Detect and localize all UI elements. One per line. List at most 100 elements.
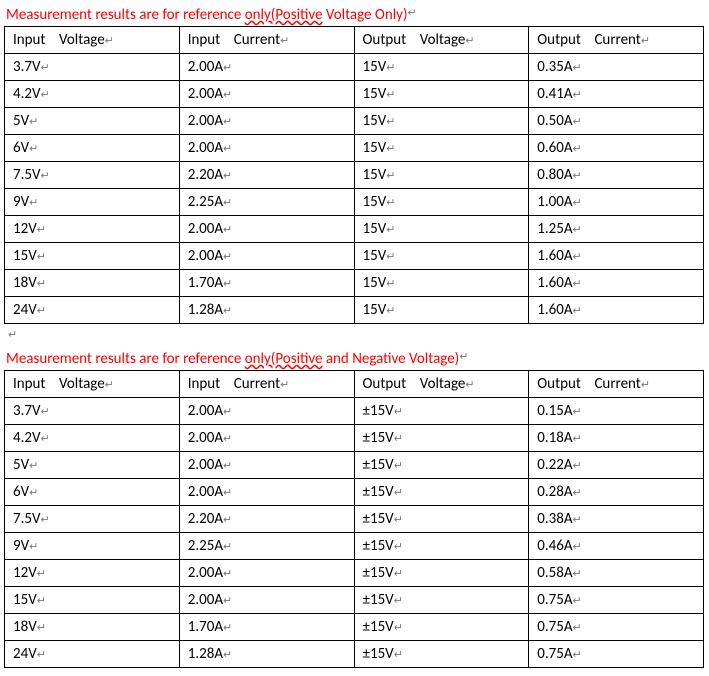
table-cell: 0.80A↵ xyxy=(529,162,704,189)
table-header-cell: Input Voltage↵ xyxy=(5,27,180,54)
table-cell: 15V↵ xyxy=(354,54,529,81)
cell-text: 15V xyxy=(363,220,387,238)
paragraph-mark-icon: ↵ xyxy=(573,142,582,155)
table-cell: 6V↵ xyxy=(5,135,180,162)
table-header-cell: Input Current↵ xyxy=(179,371,354,398)
table-header-cell: Input Voltage↵ xyxy=(5,371,180,398)
table-cell: 1.25A↵ xyxy=(529,216,704,243)
table-header-cell: Output Voltage↵ xyxy=(354,27,529,54)
paragraph-mark-icon: ↵ xyxy=(41,169,50,182)
table-cell: 15V↵ xyxy=(354,297,529,324)
paragraph-mark-icon: ↵ xyxy=(394,540,403,553)
cell-text: 2.00A xyxy=(188,112,223,130)
paragraph-mark-icon: ↵ xyxy=(573,250,582,263)
paragraph-mark-icon: ↵ xyxy=(394,459,403,472)
cell-text: Input Voltage xyxy=(13,31,105,49)
table-cell: 15V↵ xyxy=(354,243,529,270)
table-cell: 4.2V↵ xyxy=(5,425,180,452)
table-cell: 3.7V↵ xyxy=(5,54,180,81)
title-text: Measurement results are for reference xyxy=(6,350,245,368)
table-cell: 1.00A↵ xyxy=(529,189,704,216)
paragraph-mark-icon: ↵ xyxy=(280,34,289,47)
table-cell: 15V↵ xyxy=(5,587,180,614)
paragraph-mark-icon: ↵ xyxy=(29,459,38,472)
table-row: 18V↵1.70A↵15V↵1.60A↵ xyxy=(5,270,704,297)
table-row: 3.7V↵2.00A↵±15V↵0.15A↵ xyxy=(5,398,704,425)
table-cell: 0.58A↵ xyxy=(529,560,704,587)
table-cell: 3.7V↵ xyxy=(5,398,180,425)
paragraph-mark-icon: ↵ xyxy=(386,115,395,128)
table-cell: 15V↵ xyxy=(354,108,529,135)
cell-text: 9V xyxy=(13,537,29,555)
table-row: 5V↵2.00A↵±15V↵0.22A↵ xyxy=(5,452,704,479)
cell-text: 2.00A xyxy=(188,402,223,420)
cell-text: 1.70A xyxy=(188,618,223,636)
paragraph-spacer: ↵ xyxy=(8,328,705,346)
paragraph-mark-icon: ↵ xyxy=(394,648,403,661)
table-row: 24V↵1.28A↵±15V↵0.75A↵ xyxy=(5,641,704,668)
paragraph-mark-icon: ↵ xyxy=(465,378,474,391)
paragraph-mark-icon: ↵ xyxy=(41,88,50,101)
paragraph-mark-icon: ↵ xyxy=(573,115,582,128)
cell-text: 6V xyxy=(13,483,29,501)
table-cell: 2.20A↵ xyxy=(179,162,354,189)
cell-text: ±15V xyxy=(363,591,394,609)
cell-text: 1.60A xyxy=(537,301,572,319)
table-row: 12V↵2.00A↵±15V↵0.58A↵ xyxy=(5,560,704,587)
cell-text: 0.18A xyxy=(537,429,572,447)
paragraph-mark-icon: ↵ xyxy=(394,567,403,580)
cell-text: 2.00A xyxy=(188,483,223,501)
cell-text: 1.60A xyxy=(537,247,572,265)
paragraph-mark-icon: ↵ xyxy=(223,405,232,418)
cell-text: 4.2V xyxy=(13,85,41,103)
cell-text: ±15V xyxy=(363,456,394,474)
paragraph-mark-icon: ↵ xyxy=(223,250,232,263)
paragraph-mark-icon: ↵ xyxy=(573,594,582,607)
cell-text: 15V xyxy=(363,112,387,130)
cell-text: 0.46A xyxy=(537,537,572,555)
cell-text: 2.25A xyxy=(188,537,223,555)
paragraph-mark-icon: ↵ xyxy=(37,250,46,263)
cell-text: Input Voltage xyxy=(13,375,105,393)
table-cell: 9V↵ xyxy=(5,533,180,560)
table-cell: ±15V↵ xyxy=(354,479,529,506)
cell-text: 2.00A xyxy=(188,220,223,238)
table-row: 4.2V↵2.00A↵±15V↵0.18A↵ xyxy=(5,425,704,452)
table-positive-voltage: Input Voltage↵Input Current↵Output Volta… xyxy=(4,26,704,324)
cell-text: 0.75A xyxy=(537,618,572,636)
paragraph-mark-icon: ↵ xyxy=(223,540,232,553)
paragraph-mark-icon: ↵ xyxy=(223,486,232,499)
table-cell: 4.2V↵ xyxy=(5,81,180,108)
paragraph-mark-icon: ↵ xyxy=(573,61,582,74)
table-cell: 0.60A↵ xyxy=(529,135,704,162)
cell-text: Input Current xyxy=(188,375,280,393)
cell-text: 15V xyxy=(363,58,387,76)
table-row: 6V↵2.00A↵15V↵0.60A↵ xyxy=(5,135,704,162)
cell-text: 15V xyxy=(13,591,37,609)
paragraph-mark-icon: ↵ xyxy=(394,432,403,445)
table-row: 9V↵2.25A↵±15V↵0.46A↵ xyxy=(5,533,704,560)
table-cell: 2.00A↵ xyxy=(179,135,354,162)
table-header-row: Input Voltage↵Input Current↵Output Volta… xyxy=(5,371,704,398)
cell-text: Output Voltage xyxy=(363,31,466,49)
table-row: 4.2V↵2.00A↵15V↵0.41A↵ xyxy=(5,81,704,108)
paragraph-mark-icon: ↵ xyxy=(37,621,46,634)
cell-text: Output Current xyxy=(537,375,641,393)
paragraph-mark-icon: ↵ xyxy=(223,621,232,634)
table1-title: Measurement results are for reference on… xyxy=(6,6,417,24)
table-cell: 18V↵ xyxy=(5,270,180,297)
cell-text: 1.60A xyxy=(537,274,572,292)
cell-text: 7.5V xyxy=(13,510,41,528)
cell-text: 24V xyxy=(13,301,37,319)
cell-text: 2.00A xyxy=(188,139,223,157)
paragraph-mark-icon: ↵ xyxy=(573,196,582,209)
paragraph-mark-icon: ↵ xyxy=(573,88,582,101)
paragraph-mark-icon: ↵ xyxy=(573,513,582,526)
table-cell: 24V↵ xyxy=(5,641,180,668)
table-cell: ±15V↵ xyxy=(354,533,529,560)
paragraph-mark-icon: ↵ xyxy=(394,594,403,607)
paragraph-mark-icon: ↵ xyxy=(386,88,395,101)
cell-text: 15V xyxy=(363,301,387,319)
cell-text: 0.60A xyxy=(537,139,572,157)
paragraph-mark-icon: ↵ xyxy=(223,432,232,445)
